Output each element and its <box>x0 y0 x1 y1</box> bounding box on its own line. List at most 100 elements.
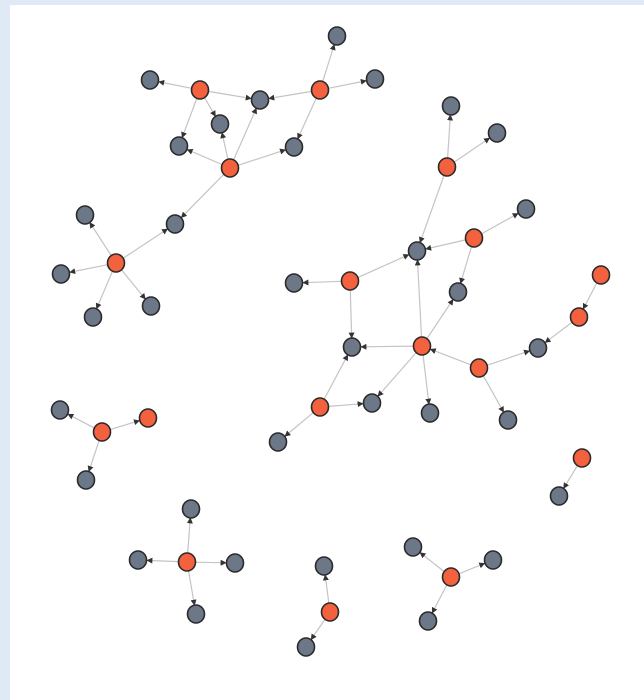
source-node[interactable] <box>320 602 340 622</box>
source-node[interactable] <box>437 157 457 177</box>
target-node[interactable] <box>169 136 189 156</box>
source-node[interactable] <box>340 271 360 291</box>
target-node[interactable] <box>140 70 160 90</box>
target-node[interactable] <box>284 273 304 293</box>
graph-edge <box>563 464 579 489</box>
graph-edge <box>328 78 367 89</box>
target-node[interactable] <box>528 338 548 358</box>
source-node[interactable] <box>92 422 112 442</box>
graph-edge <box>181 97 198 139</box>
target-node[interactable] <box>441 96 461 116</box>
graph-edge <box>109 419 140 431</box>
source-node[interactable] <box>572 448 592 468</box>
graph-edge <box>195 559 227 566</box>
graph-edge <box>284 411 314 437</box>
source-node[interactable] <box>569 307 589 327</box>
node-layer <box>50 26 611 657</box>
source-node[interactable] <box>106 253 126 273</box>
target-node[interactable] <box>342 337 362 357</box>
target-node[interactable] <box>165 214 185 234</box>
target-node[interactable] <box>549 486 569 506</box>
graph-edge <box>87 439 100 473</box>
target-node[interactable] <box>403 537 423 557</box>
graph-edge <box>186 517 193 554</box>
graph-edge <box>237 148 287 166</box>
source-node[interactable] <box>441 567 461 587</box>
graph-edge <box>120 269 146 300</box>
graph-edge <box>414 259 423 338</box>
target-node[interactable] <box>75 205 95 225</box>
graph-edge <box>419 174 445 244</box>
graph-edge <box>348 289 355 339</box>
graph-edge <box>180 173 225 219</box>
graph-edge <box>323 354 349 400</box>
edge-layer <box>67 44 598 641</box>
target-node[interactable] <box>407 241 427 261</box>
target-node[interactable] <box>50 400 70 420</box>
target-node[interactable] <box>225 553 245 573</box>
target-node[interactable] <box>296 637 316 657</box>
target-node[interactable] <box>327 26 347 46</box>
graph-edge <box>357 254 410 279</box>
graph-edge <box>377 351 417 397</box>
graph-edge <box>268 90 312 101</box>
graph-edge <box>208 90 252 101</box>
target-node[interactable] <box>284 137 304 157</box>
target-node[interactable] <box>448 282 468 302</box>
target-node[interactable] <box>181 499 201 519</box>
target-node[interactable] <box>250 90 270 110</box>
source-node[interactable] <box>464 228 484 248</box>
graph-canvas[interactable] <box>10 5 644 700</box>
source-node[interactable] <box>591 265 611 285</box>
source-node[interactable] <box>177 552 197 572</box>
graph-edge <box>321 44 336 83</box>
target-node[interactable] <box>487 123 507 143</box>
target-node[interactable] <box>210 114 230 134</box>
graph-edge <box>322 574 330 604</box>
graph-edge <box>453 137 491 163</box>
target-node[interactable] <box>83 307 103 327</box>
graph-edge <box>446 114 454 159</box>
target-node[interactable] <box>314 556 334 576</box>
target-node[interactable] <box>128 550 148 570</box>
target-node[interactable] <box>186 604 206 624</box>
source-node[interactable] <box>469 358 489 378</box>
graph-edge <box>429 348 472 366</box>
source-node[interactable] <box>220 158 240 178</box>
source-node[interactable] <box>310 80 330 100</box>
graph-edge <box>310 618 326 641</box>
target-node[interactable] <box>483 550 503 570</box>
graph-edge <box>486 349 531 366</box>
network-graph[interactable] <box>10 5 644 700</box>
target-node[interactable] <box>365 69 385 89</box>
graph-edge <box>582 282 598 310</box>
graph-edge <box>69 264 108 275</box>
graph-edge <box>122 228 168 259</box>
target-node[interactable] <box>420 403 440 423</box>
graph-edge <box>302 279 342 286</box>
graph-edge <box>203 97 216 117</box>
source-node[interactable] <box>190 80 210 100</box>
target-node[interactable] <box>268 432 288 452</box>
graph-edge <box>419 552 445 573</box>
source-node[interactable] <box>138 408 158 428</box>
target-node[interactable] <box>418 611 438 631</box>
source-node[interactable] <box>310 397 330 417</box>
target-node[interactable] <box>141 296 161 316</box>
target-node[interactable] <box>516 199 536 219</box>
graph-edge <box>232 107 257 161</box>
source-node[interactable] <box>412 336 432 356</box>
target-node[interactable] <box>362 393 382 413</box>
graph-edge <box>426 298 454 340</box>
target-node[interactable] <box>498 410 518 430</box>
graph-edge <box>458 562 486 575</box>
graph-edge <box>459 245 473 284</box>
graph-edge <box>158 79 192 89</box>
graph-edge <box>220 132 229 160</box>
graph-edge <box>360 343 414 350</box>
graph-edge <box>95 270 114 310</box>
target-node[interactable] <box>76 470 96 490</box>
target-node[interactable] <box>51 264 71 284</box>
graph-edge <box>328 401 364 408</box>
graph-edge <box>544 321 573 344</box>
